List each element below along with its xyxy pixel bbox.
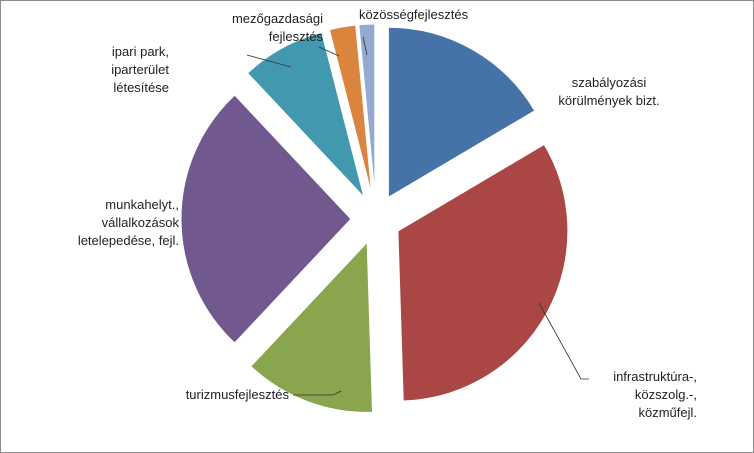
slice-label: infrastruktúra-, közszolg.-, közműfejl.	[613, 369, 697, 420]
slice-label-line: szabályozási	[572, 75, 647, 90]
slice-label-line: vállalkozások	[102, 215, 180, 230]
pie-slice	[180, 94, 352, 344]
pie-slice	[246, 31, 365, 198]
leader-line	[246, 54, 292, 68]
slice-label: szabályozási körülmények bizt.	[558, 75, 659, 108]
slice-label: munkahelyt., vállalkozások letelepedése, f…	[78, 197, 180, 248]
slice-label-line: fejlesztés	[269, 29, 324, 44]
slice-label-line: iparterület	[111, 62, 169, 77]
pie-slice	[328, 24, 373, 195]
leader-line	[538, 302, 589, 380]
slice-label-line: ipari park,	[112, 44, 169, 59]
pie-slice	[397, 143, 569, 402]
slice-label-line: közműfejl.	[638, 405, 697, 420]
slice-label: mezőgazdasági fejlesztés	[232, 11, 324, 44]
slice-label: ipari park, iparterület létesítése	[111, 44, 169, 95]
slice-label-line: letelepedése, fejl.	[78, 233, 179, 248]
pie-slice	[358, 23, 376, 195]
leader-line	[293, 390, 342, 396]
slice-label-line: munkahelyt.,	[105, 197, 179, 212]
slice-label-line: közszolg.-,	[635, 387, 697, 402]
leader-line	[318, 46, 340, 57]
slice-label: turizmusfejlesztés	[186, 387, 290, 402]
pie-slice	[250, 241, 374, 413]
slice-label: közösségfejlesztés	[359, 7, 469, 22]
slice-label-line: közösségfejlesztés	[359, 7, 469, 22]
leader-line	[362, 36, 368, 56]
slice-label-line: turizmusfejlesztés	[186, 387, 290, 402]
slice-label-line: infrastruktúra-,	[613, 369, 697, 384]
slice-label-line: mezőgazdasági	[232, 11, 323, 26]
slice-label-line: létesítése	[113, 80, 169, 95]
pie-slice	[387, 26, 536, 199]
slice-label-line: körülmények bizt.	[558, 93, 659, 108]
